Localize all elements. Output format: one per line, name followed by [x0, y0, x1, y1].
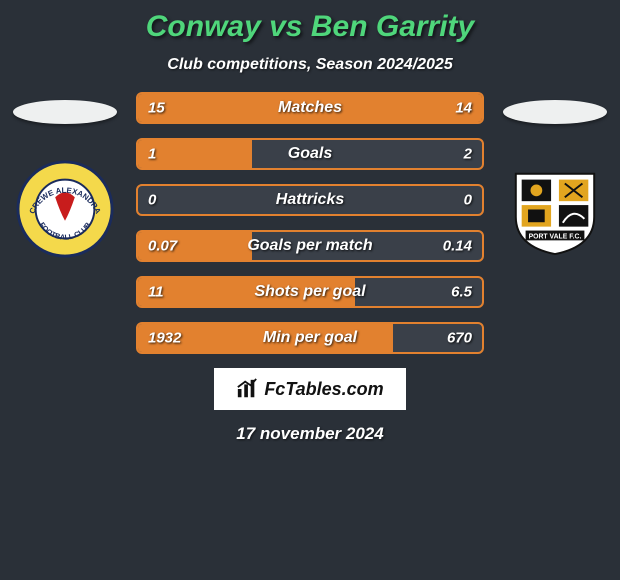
chart-icon [236, 378, 258, 400]
title-vs: vs [269, 10, 302, 43]
title-player-right: Ben Garrity [311, 10, 474, 43]
stat-row: 0 Hattricks 0 [136, 184, 484, 216]
stat-value-left: 1 [148, 146, 156, 163]
main-area: CREWE ALEXANDRA FOOTBALL CLUB 15Matches1… [0, 92, 620, 354]
stat-label: Goals per match [247, 237, 372, 255]
brand-badge[interactable]: FcTables.com [214, 368, 405, 410]
date-text: 17 november 2024 [236, 424, 383, 444]
stat-row: 11 Shots per goal 6.5 [136, 276, 484, 308]
brand-text: FcTables.com [264, 379, 383, 400]
stat-row: 1932 Min per goal 670 [136, 322, 484, 354]
left-ellipse [13, 100, 117, 124]
stat-value-left: 11 [148, 284, 164, 301]
left-side: CREWE ALEXANDRA FOOTBALL CLUB [0, 92, 130, 354]
stat-label: Min per goal [263, 329, 357, 347]
comparison-title: Conway vs Ben Garrity [146, 10, 474, 44]
right-club-badge: PORT VALE F.C. [506, 160, 604, 258]
crewe-badge-icon: CREWE ALEXANDRA FOOTBALL CLUB [16, 160, 114, 258]
stat-value-right: 670 [447, 330, 472, 347]
portvale-badge-icon: PORT VALE F.C. [506, 160, 604, 258]
stat-value-left: 15 [148, 100, 165, 117]
stat-row: 15 Matches 14 [136, 92, 484, 124]
stat-value-left: 0 [148, 192, 156, 209]
stat-label: Hattricks [276, 191, 344, 209]
stat-label: Goals [288, 145, 332, 163]
right-side: PORT VALE F.C. [490, 92, 620, 354]
stat-row: 1 Goals 2 [136, 138, 484, 170]
stat-value-left: 1932 [148, 330, 181, 347]
stat-value-left: 0.07 [148, 238, 177, 255]
subtitle: Club competitions, Season 2024/2025 [167, 56, 452, 74]
stat-value-right: 2 [464, 146, 472, 163]
stat-label: Matches [278, 99, 342, 117]
stat-value-right: 14 [455, 100, 472, 117]
stat-label: Shots per goal [254, 283, 365, 301]
stats-bars: 15 Matches 14 1 Goals 2 0 Hattricks 0 0.07 Goals p… [130, 92, 490, 354]
stat-value-right: 6.5 [451, 284, 472, 301]
stat-value-right: 0.14 [443, 238, 472, 255]
stat-value-right: 0 [464, 192, 472, 209]
svg-text:PORT VALE F.C.: PORT VALE F.C. [529, 233, 582, 240]
stat-row: 0.07 Goals per match 0.14 [136, 230, 484, 262]
title-player-left: Conway [146, 10, 261, 43]
left-club-badge: CREWE ALEXANDRA FOOTBALL CLUB [16, 160, 114, 258]
right-ellipse [503, 100, 607, 124]
